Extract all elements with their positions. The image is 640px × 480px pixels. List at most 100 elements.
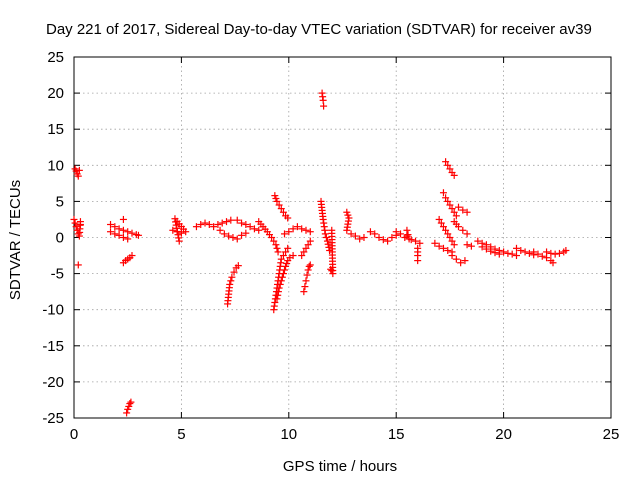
data-point — [274, 248, 282, 256]
y-tick-label: 25 — [47, 49, 64, 66]
data-point — [446, 201, 454, 209]
data-point — [169, 226, 177, 234]
data-point — [192, 223, 200, 231]
data-point — [214, 221, 222, 229]
data-point — [444, 197, 452, 205]
data-point — [439, 244, 447, 252]
data-point — [220, 230, 228, 238]
data-point — [229, 234, 237, 241]
data-point — [273, 197, 281, 205]
data-point — [126, 400, 134, 408]
x-tick-label: 5 — [177, 426, 185, 443]
data-point — [75, 166, 83, 174]
data-point — [321, 230, 329, 238]
data-point — [450, 171, 458, 179]
data-point — [371, 230, 379, 238]
data-point — [119, 234, 127, 241]
data-point — [450, 208, 458, 216]
data-point — [512, 252, 520, 260]
data-point — [491, 249, 499, 257]
data-point — [403, 232, 411, 240]
data-point — [450, 241, 458, 249]
data-point — [197, 221, 205, 229]
data-point — [277, 205, 285, 213]
data-point — [384, 237, 392, 245]
y-tick-label: -10 — [42, 302, 64, 319]
data-point — [275, 284, 283, 292]
y-tick-label: -20 — [42, 374, 64, 391]
data-point — [128, 252, 136, 260]
data-point — [304, 241, 312, 249]
data-point — [442, 158, 450, 166]
data-point — [226, 280, 234, 288]
data-point — [454, 223, 462, 231]
chart-title: Day 221 of 2017, Sidereal Day-to-day VTE… — [46, 21, 592, 38]
data-point — [223, 218, 231, 226]
data-point — [463, 230, 471, 238]
data-point — [303, 271, 311, 279]
data-point — [549, 259, 557, 267]
data-point — [71, 219, 79, 227]
data-point — [437, 219, 445, 227]
data-point — [446, 165, 454, 173]
y-tick-label: 15 — [47, 121, 64, 138]
data-point — [360, 234, 368, 241]
data-point — [487, 247, 495, 255]
axis-ticks — [73, 56, 612, 419]
data-point — [107, 221, 115, 229]
data-point — [388, 234, 396, 241]
data-point — [407, 236, 415, 244]
data-point — [534, 250, 542, 258]
data-point — [444, 161, 452, 169]
data-point — [279, 252, 287, 260]
data-point — [72, 223, 80, 231]
data-point — [111, 223, 119, 231]
data-point — [551, 250, 559, 258]
data-point — [175, 237, 183, 245]
x-axis-label: GPS time / hours — [283, 458, 397, 475]
data-point — [274, 288, 282, 296]
data-point — [435, 215, 443, 223]
data-point — [500, 248, 508, 256]
data-point — [414, 257, 422, 265]
data-point — [300, 248, 308, 256]
data-point — [306, 228, 314, 236]
data-point — [351, 232, 359, 240]
data-point — [119, 215, 127, 223]
data-point — [272, 241, 280, 249]
data-point — [115, 231, 123, 239]
data-point — [444, 246, 452, 254]
data-point — [467, 242, 475, 250]
x-tick-label: 15 — [388, 426, 405, 443]
y-tick-labels: -25 -20 -15 -10 -5 0 5 10 15 20 25 — [42, 49, 64, 427]
data-point — [328, 226, 336, 234]
data-point — [302, 226, 310, 234]
data-point — [302, 277, 310, 285]
data-point — [504, 249, 512, 257]
data-point — [444, 230, 452, 238]
data-point — [289, 225, 297, 233]
data-point — [495, 250, 503, 258]
data-point — [306, 261, 314, 269]
data-point — [463, 208, 471, 216]
data-point — [123, 409, 131, 417]
data-point — [111, 230, 119, 238]
data-point — [452, 212, 460, 220]
data-point — [173, 228, 181, 236]
data-point — [302, 244, 310, 252]
data-point — [172, 221, 180, 229]
data-point — [128, 229, 136, 237]
data-point — [366, 228, 374, 236]
data-point — [227, 277, 235, 285]
y-axis-label: SDTVAR / TECUs — [7, 180, 24, 300]
data-point — [279, 270, 287, 278]
data-point — [171, 215, 179, 223]
x-tick-label: 25 — [603, 426, 620, 443]
data-point — [246, 223, 254, 231]
data-point — [555, 249, 563, 257]
data-point — [304, 266, 312, 274]
data-point — [233, 235, 241, 243]
data-point — [107, 228, 115, 236]
data-point — [124, 235, 132, 243]
